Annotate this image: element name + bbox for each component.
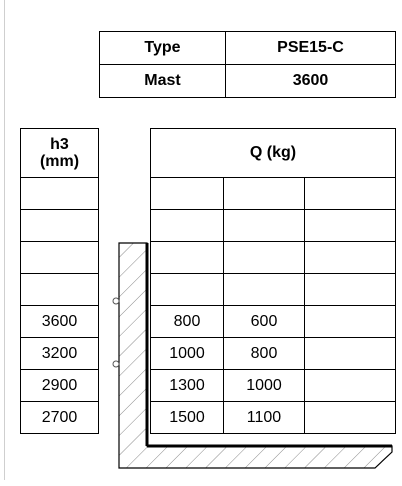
table-row: h3 (mm) <box>20 128 99 178</box>
spec-table: Type PSE15-C Mast 3600 <box>99 31 396 98</box>
table-row: 2700 <box>20 401 99 434</box>
h3-table: h3 (mm) 3600 3200 2900 2700 <box>20 128 99 434</box>
type-label: Type <box>99 31 226 65</box>
mast-value: 3600 <box>225 64 396 98</box>
q-cell <box>150 209 224 242</box>
table-row: 3600 <box>20 305 99 338</box>
h3-header-line1: h3 <box>50 136 69 153</box>
q-cell <box>223 241 305 274</box>
fork-pin-lower <box>112 360 120 368</box>
table-row: 800 600 <box>150 305 396 338</box>
q-cell <box>304 241 396 274</box>
left-frame-line <box>4 0 5 480</box>
q-header: Q (kg) <box>150 128 396 178</box>
table-row <box>20 241 99 274</box>
q-cell <box>304 369 396 402</box>
table-row <box>20 177 99 210</box>
table-row <box>150 209 396 242</box>
h3-cell <box>20 177 99 210</box>
q-cell <box>304 209 396 242</box>
q-cell: 1100 <box>223 401 305 434</box>
h3-cell: 3600 <box>20 305 99 338</box>
h3-cell <box>20 241 99 274</box>
table-row: 1500 1100 <box>150 401 396 434</box>
q-cell: 1300 <box>150 369 224 402</box>
h3-cell: 2700 <box>20 401 99 434</box>
q-cell: 1500 <box>150 401 224 434</box>
q-cell <box>304 401 396 434</box>
h3-cell: 2900 <box>20 369 99 402</box>
table-row <box>150 177 396 210</box>
fork-pin-upper <box>112 297 120 305</box>
table-row: Q (kg) <box>150 128 396 178</box>
table-row: 2900 <box>20 369 99 402</box>
q-cell <box>304 305 396 338</box>
q-cell <box>304 337 396 370</box>
capacity-table: Q (kg) 800 600 1000 800 1300 1000 1500 1… <box>150 128 396 434</box>
type-value: PSE15-C <box>225 31 396 65</box>
q-cell <box>304 273 396 306</box>
q-cell <box>150 177 224 210</box>
fork-outline <box>118 242 393 469</box>
table-row: Type PSE15-C <box>99 31 396 65</box>
table-row <box>20 209 99 242</box>
mast-label: Mast <box>99 64 226 98</box>
q-cell: 800 <box>150 305 224 338</box>
table-row <box>150 241 396 274</box>
table-row: Mast 3600 <box>99 64 396 98</box>
h3-cell <box>20 209 99 242</box>
h3-header-line2: (mm) <box>39 153 80 170</box>
h3-header: h3 (mm) <box>20 128 99 178</box>
